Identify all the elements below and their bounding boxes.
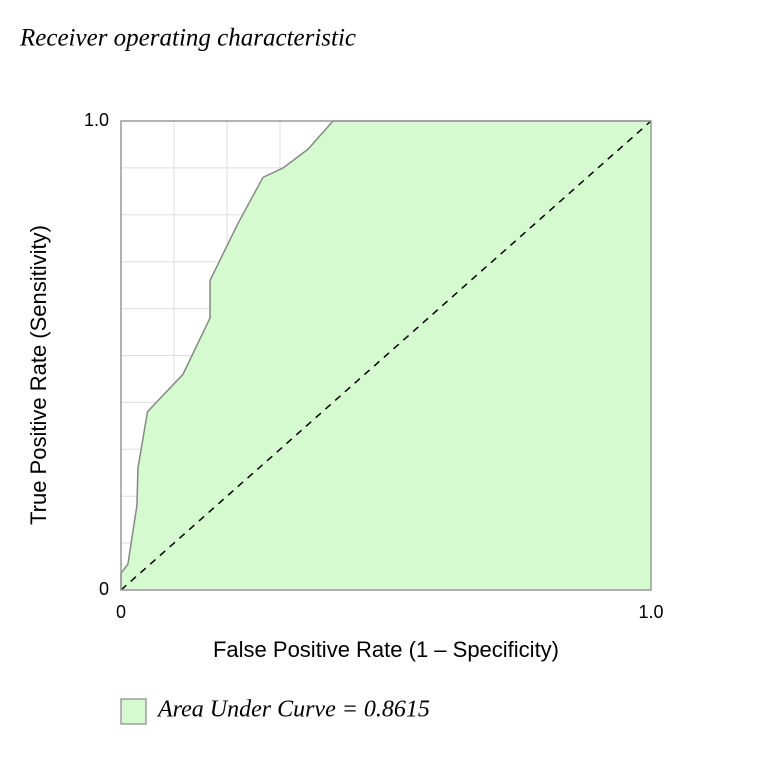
legend-swatch	[120, 698, 147, 725]
reference-line	[120, 120, 652, 591]
legend-label: Area Under Curve = 0.8615	[156, 697, 430, 723]
roc-curve	[120, 120, 651, 590]
plot-frame	[120, 120, 652, 591]
chart-title: Receiver operating characteristic	[19, 25, 356, 52]
y-tick-label: 0	[99, 579, 109, 599]
x-tick-label: 0	[116, 602, 126, 622]
y-tick-label: 1.0	[84, 110, 109, 130]
y-axis-label: True Positive Rate (Sensitivity)	[26, 225, 51, 525]
x-axis-label: False Positive Rate (1 – Specificity)	[213, 637, 559, 662]
x-tick-label: 1.0	[638, 602, 663, 622]
